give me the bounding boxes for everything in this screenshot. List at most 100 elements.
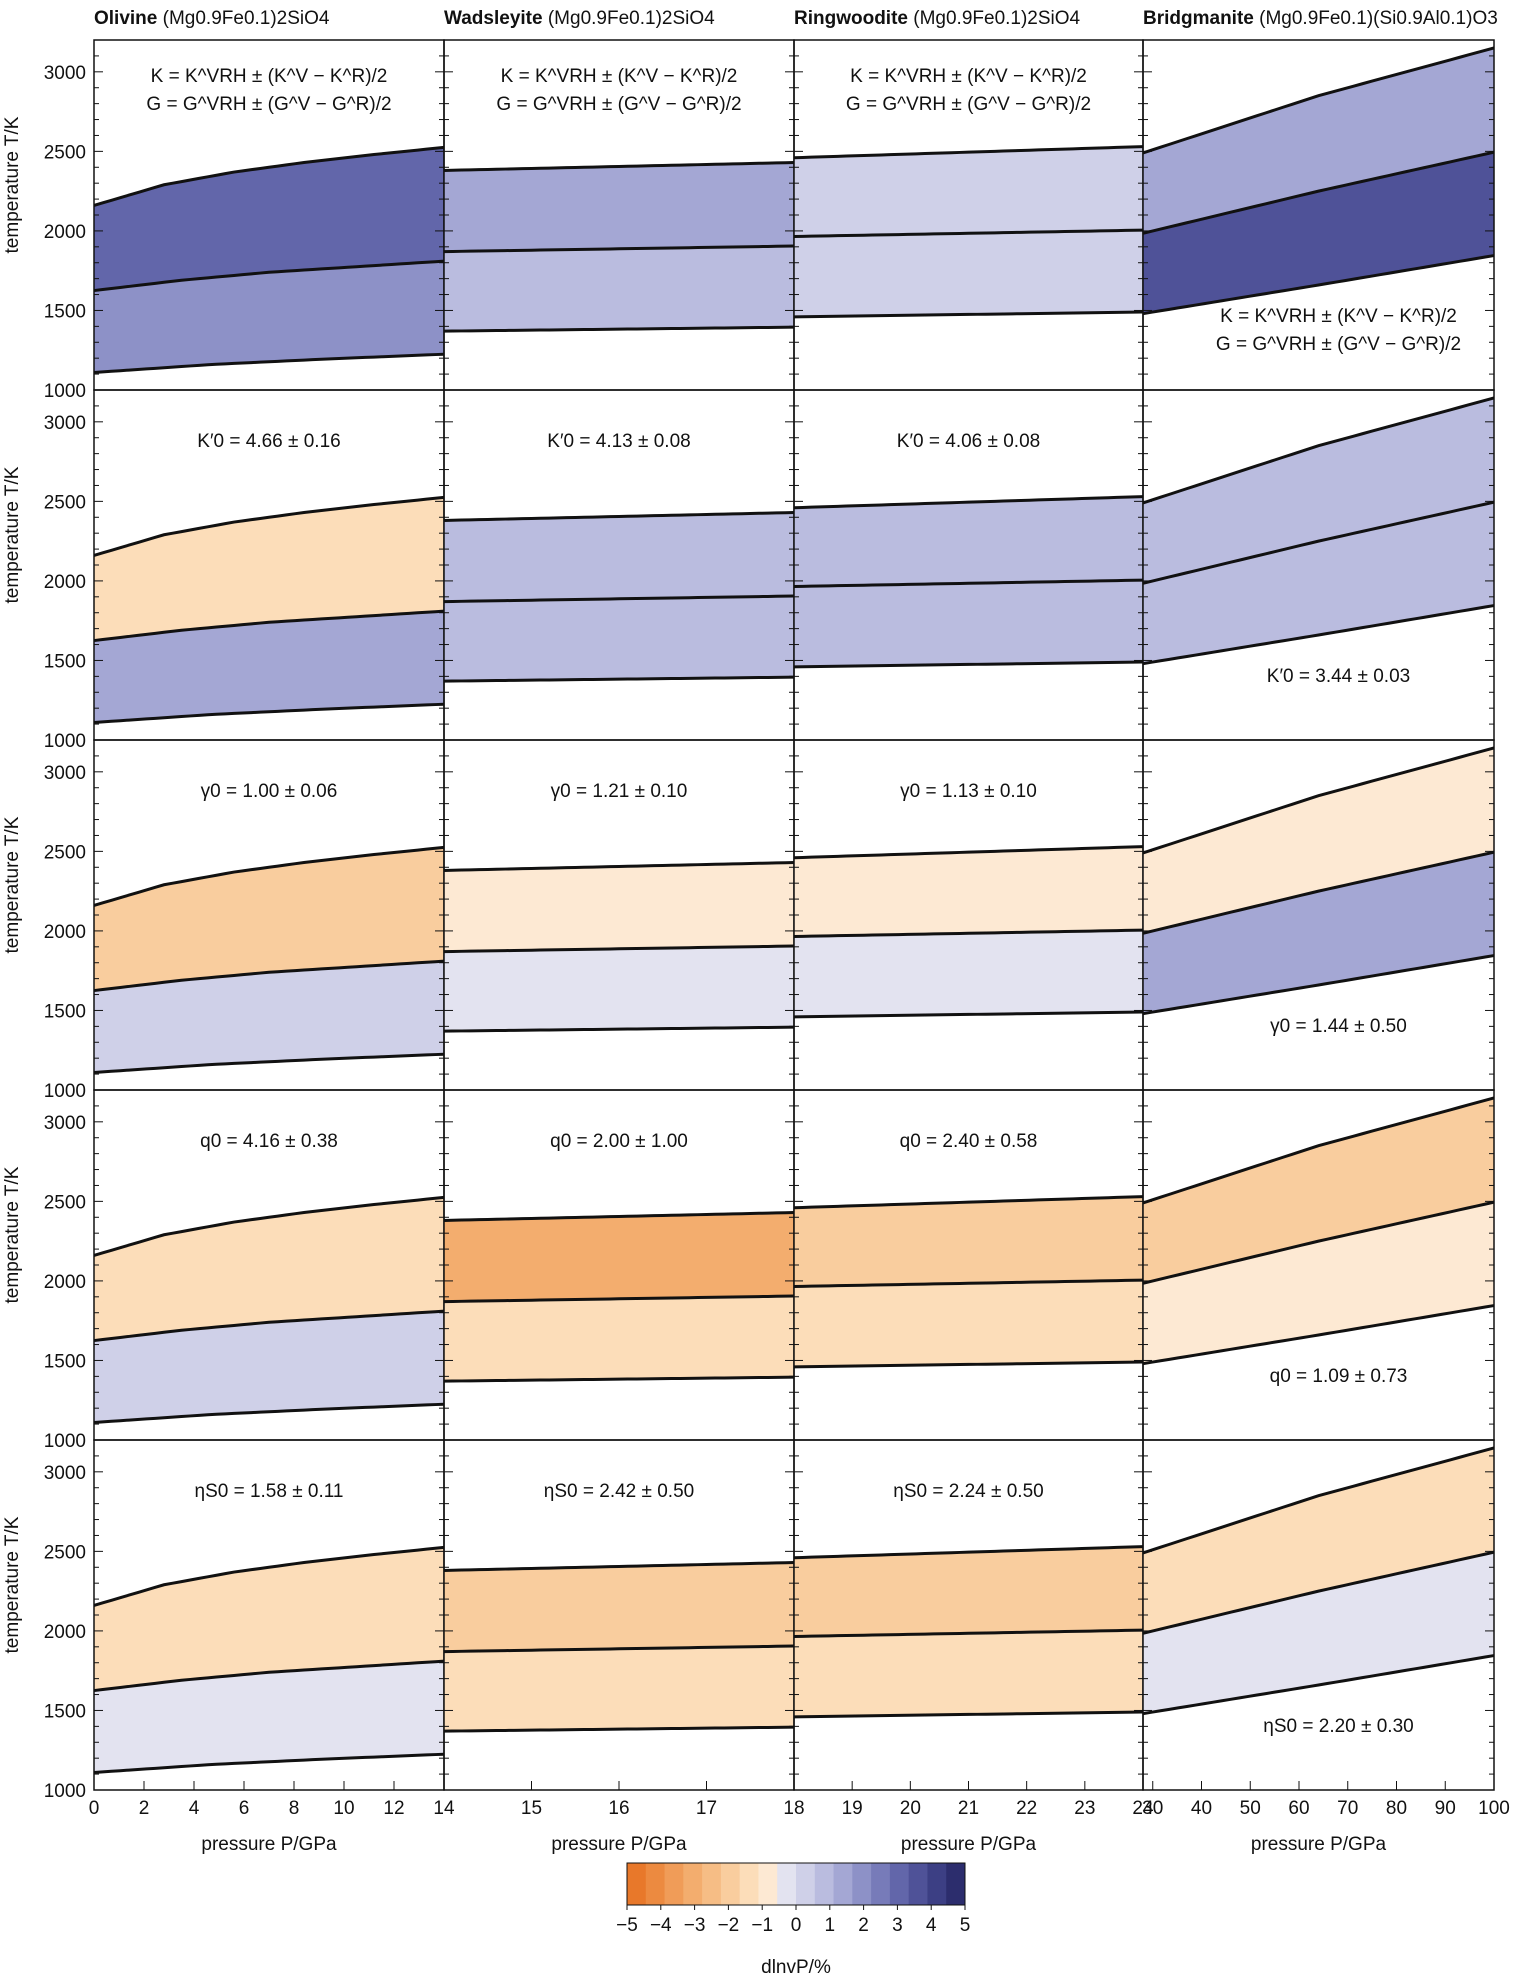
upper-adiabat [1142, 1446, 1495, 1555]
upper-band [444, 862, 794, 952]
lower-adiabat [1142, 604, 1495, 666]
panel-olivine-row-4: q0 = 4.16 ± 0.38 [93, 1089, 445, 1441]
colorbar: −5 −4 −3 −2 −1 0 1 2 3 4 5 dlnvP/% [616, 1862, 970, 1978]
upper-adiabat [443, 511, 795, 522]
panel-label: G = G^VRH ± (G^V − G^R)/2 [1216, 334, 1461, 355]
colorbar-swatch [814, 1863, 835, 1905]
panel-ringwoodite-row-3: γ0 = 1.13 ± 0.10 [793, 739, 1144, 1091]
x-tick-label: 4 [189, 1798, 200, 1819]
lower-adiabat [793, 310, 1144, 319]
x-tick-label: 20 [900, 1798, 921, 1819]
upper-adiabat [1142, 396, 1495, 505]
upper-adiabat [793, 845, 1144, 860]
x-tick-label: 19 [842, 1798, 863, 1819]
y-tick-label: 1500 [44, 301, 86, 322]
lower-adiabat [1142, 1654, 1495, 1716]
colorbar-swatch [833, 1863, 853, 1905]
colorbar-swatch [871, 1863, 891, 1905]
panel-label: K = K^VRH ± (K^V − K^R)/2 [850, 66, 1087, 87]
column-title: Ringwoodite (Mg0.9Fe0.1)2SiO4 [794, 8, 1081, 29]
colorbar-swatch [796, 1863, 816, 1905]
y-axis-label: temperature T/K [2, 116, 23, 253]
x-tick-label: 8 [289, 1798, 300, 1819]
upper-band [94, 1547, 444, 1691]
upper-band [1143, 1097, 1494, 1284]
y-tick-label: 3000 [44, 763, 86, 784]
middle-adiabat [443, 1294, 795, 1304]
x-tick-label: 14 [433, 1798, 455, 1819]
colorbar-swatch [645, 1863, 666, 1905]
panel-wadsleyite-row-5: ηS0 = 2.42 ± 0.50 [443, 1439, 795, 1791]
lower-adiabat [1142, 254, 1495, 316]
upper-band [1143, 397, 1494, 584]
y-tick-label: 1500 [44, 1001, 86, 1022]
lower-band [794, 230, 1143, 317]
panel-label: K = K^VRH ± (K^V − K^R)/2 [1220, 306, 1457, 327]
middle-adiabat [793, 228, 1144, 238]
panel-label: ηS0 = 2.24 ± 0.50 [893, 1481, 1043, 1502]
panel-label: γ0 = 1.21 ± 0.10 [551, 781, 688, 802]
panel-label: q0 = 2.00 ± 1.00 [550, 1131, 688, 1152]
x-tick-label: 30 [1142, 1798, 1163, 1819]
middle-adiabat [1142, 850, 1495, 935]
panel-label: G = G^VRH ± (G^V − G^R)/2 [846, 94, 1091, 115]
panel-bridgmanite-row-5: ηS0 = 2.20 ± 0.30 [1142, 1439, 1495, 1791]
middle-adiabat [793, 1628, 1144, 1638]
x-tick-label: 17 [696, 1798, 717, 1819]
x-axis-wadsleyite: 15 16 17 18 pressure P/GPa [521, 1781, 805, 1855]
upper-adiabat [793, 1545, 1144, 1560]
lower-band [1143, 1202, 1494, 1364]
lower-adiabat [793, 1710, 1144, 1719]
x-tick-label: 18 [783, 1798, 804, 1819]
y-tick-label: 1500 [44, 651, 86, 672]
colorbar-tick-label: 1 [825, 1915, 836, 1936]
middle-adiabat [93, 609, 445, 643]
upper-adiabat [93, 495, 445, 557]
upper-adiabat [93, 845, 445, 907]
column-title: Wadsleyite (Mg0.9Fe0.1)2SiO4 [444, 8, 715, 29]
middle-adiabat [93, 1309, 445, 1343]
lower-band [444, 246, 794, 332]
lower-adiabat [93, 1752, 445, 1774]
upper-band [94, 147, 444, 291]
x-tick-label: 24 [1132, 1798, 1154, 1819]
upper-adiabat [1142, 746, 1495, 855]
y-tick-label: 3000 [44, 1113, 86, 1134]
upper-band [1143, 747, 1494, 934]
panel-bridgmanite-row-2: K′0 = 3.44 ± 0.03 [1142, 389, 1495, 741]
panel-wadsleyite-row-4: q0 = 2.00 ± 1.00 [443, 1089, 795, 1441]
colorbar-tick-label: 3 [892, 1915, 903, 1936]
colorbar-swatch [739, 1863, 759, 1905]
x-tick-label: 70 [1337, 1798, 1358, 1819]
panel-wadsleyite-row-2: K′0 = 4.13 ± 0.08 [443, 389, 795, 741]
colorbar-tick-label: 2 [858, 1915, 869, 1936]
lower-adiabat [443, 1025, 795, 1033]
upper-band [444, 1562, 794, 1652]
x-tick-label: 21 [958, 1798, 979, 1819]
lower-band [794, 930, 1143, 1017]
panel-bridgmanite-row-1: K = K^VRH ± (K^V − K^R)/2 G = G^VRH ± (G^… [1142, 39, 1495, 391]
y-tick-label: 1500 [44, 1701, 86, 1722]
colorbar-swatch [908, 1863, 928, 1905]
y-tick-label: 2500 [44, 1542, 86, 1563]
y-tick-label: 2000 [44, 1622, 86, 1643]
colorbar-swatch [683, 1863, 703, 1905]
x-axis-label: pressure P/GPa [201, 1834, 337, 1855]
y-tick-label: 1000 [44, 1781, 86, 1802]
middle-adiabat [1142, 1550, 1495, 1635]
lower-adiabat [443, 1725, 795, 1733]
colorbar-tick-label: −3 [684, 1915, 706, 1936]
lower-band [444, 946, 794, 1032]
middle-adiabat [443, 244, 795, 254]
middle-adiabat [443, 1644, 795, 1654]
upper-band [794, 146, 1143, 237]
colorbar-swatch [946, 1863, 966, 1905]
y-axis-label: temperature T/K [2, 816, 23, 953]
upper-adiabat [443, 1211, 795, 1222]
upper-band [794, 846, 1143, 937]
y-tick-label: 1000 [44, 1081, 86, 1102]
y-axis-label: temperature T/K [2, 1166, 23, 1303]
lower-band [794, 1630, 1143, 1717]
middle-adiabat [1142, 1200, 1495, 1285]
upper-band [94, 497, 444, 641]
